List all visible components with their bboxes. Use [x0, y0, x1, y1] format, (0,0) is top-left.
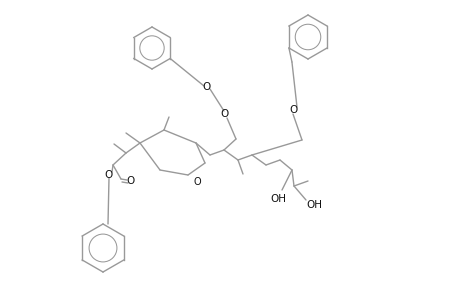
Text: O: O: [127, 176, 135, 186]
Text: O: O: [193, 177, 201, 187]
Text: O: O: [105, 170, 113, 180]
Text: OH: OH: [305, 200, 321, 210]
Text: O: O: [202, 82, 211, 92]
Text: OH: OH: [269, 194, 285, 204]
Text: O: O: [289, 105, 297, 115]
Text: O: O: [220, 109, 229, 119]
